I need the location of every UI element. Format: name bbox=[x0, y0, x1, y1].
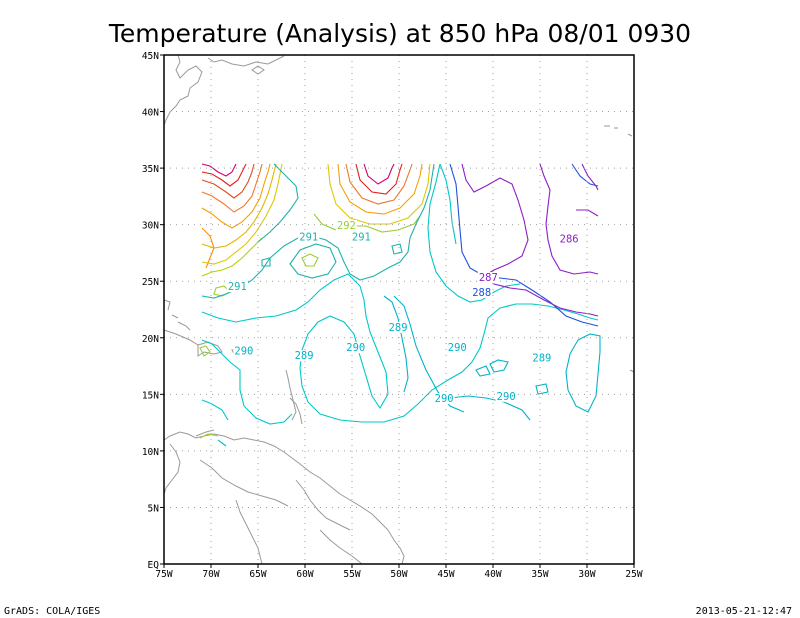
x-tick-label: 55W bbox=[343, 569, 360, 580]
y-tick-label: 25N bbox=[142, 277, 159, 288]
contour-label: 291 bbox=[352, 231, 371, 243]
y-tick-label: EQ bbox=[148, 560, 160, 571]
contour-label: 290 bbox=[497, 391, 516, 403]
footer-left: GrADS: COLA/IGES bbox=[4, 606, 100, 617]
contour-label-bg bbox=[226, 281, 248, 293]
y-tick-label: 30N bbox=[142, 221, 159, 232]
gridlines bbox=[164, 55, 634, 564]
contour-label: 287 bbox=[479, 272, 498, 284]
contour-label-bg bbox=[298, 231, 320, 243]
y-tick-label: 20N bbox=[142, 334, 159, 345]
y-tick-label: 15N bbox=[142, 390, 159, 401]
temperature-contours bbox=[199, 163, 601, 447]
contour-label-bg bbox=[433, 393, 455, 405]
contour-label-bg bbox=[477, 272, 499, 284]
contour-label: 289 bbox=[295, 350, 314, 362]
contour-label-bg bbox=[558, 233, 580, 245]
contour-label-bg bbox=[495, 390, 517, 402]
x-tick-label: 65W bbox=[249, 569, 266, 580]
contour-label-bg bbox=[335, 220, 357, 232]
contour-label: 290 bbox=[435, 393, 454, 405]
contour-label: 290 bbox=[234, 346, 253, 358]
contour-label-bg bbox=[233, 345, 255, 357]
contour-label: 289 bbox=[389, 322, 408, 334]
contour-label: 291 bbox=[299, 231, 318, 243]
coastlines bbox=[163, 54, 635, 565]
axis-ticks: 75W 70W 65W 60W 55W 50W 45W 40W 35W 30W 25W EQ 5N 10N… bbox=[142, 51, 643, 580]
x-tick-label: 25W bbox=[625, 569, 642, 580]
y-tick-label: 45N bbox=[142, 51, 159, 62]
chart-title: Temperature (Analysis) at 850 hPa 08/01 … bbox=[108, 19, 691, 48]
x-tick-label: 70W bbox=[202, 569, 219, 580]
x-tick-label: 45W bbox=[437, 569, 454, 580]
contour-label-bg bbox=[531, 352, 553, 364]
contour-label: 292 bbox=[337, 220, 356, 232]
contour-label-bg bbox=[293, 350, 315, 362]
contour-label: 288 bbox=[472, 287, 491, 299]
contour-label: 290 bbox=[346, 342, 365, 354]
x-tick-label: 60W bbox=[296, 569, 313, 580]
x-tick-label: 75W bbox=[155, 569, 172, 580]
x-tick-label: 35W bbox=[531, 569, 548, 580]
contour-label-bg bbox=[471, 286, 493, 298]
y-tick-label: 10N bbox=[142, 447, 159, 458]
contour-label: 291 bbox=[228, 281, 247, 293]
contour-label: 290 bbox=[448, 342, 467, 354]
contour-label-bg bbox=[446, 342, 468, 354]
x-tick-label: 50W bbox=[390, 569, 407, 580]
contour-label: 289 bbox=[532, 352, 551, 364]
contour-label-bg bbox=[387, 321, 409, 333]
x-tick-label: 30W bbox=[578, 569, 595, 580]
contour-label-bg bbox=[345, 342, 367, 354]
y-tick-label: 40N bbox=[142, 108, 159, 119]
y-tick-label: 35N bbox=[142, 164, 159, 175]
y-tick-label: 5N bbox=[148, 503, 160, 514]
contour-label-bg bbox=[350, 231, 372, 243]
x-tick-label: 40W bbox=[484, 569, 501, 580]
footer-right: 2013-05-21-12:47 bbox=[696, 606, 792, 617]
contour-label: 286 bbox=[560, 234, 579, 246]
